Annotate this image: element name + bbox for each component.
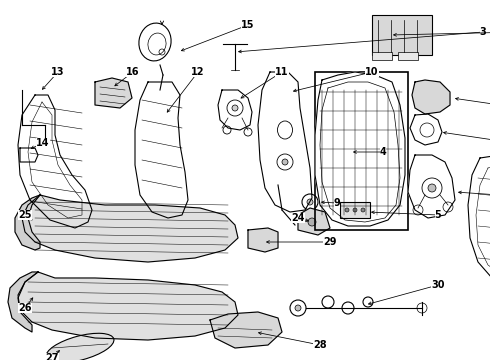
Circle shape [428, 184, 436, 192]
Polygon shape [20, 148, 38, 162]
Text: 16: 16 [126, 67, 140, 77]
Text: 3: 3 [480, 27, 487, 37]
Bar [372, 15, 432, 55]
Circle shape [353, 208, 357, 212]
Circle shape [295, 305, 301, 311]
Text: 29: 29 [323, 237, 337, 247]
Polygon shape [218, 90, 252, 130]
Circle shape [232, 105, 238, 111]
Circle shape [308, 218, 316, 226]
Bar [398, 52, 418, 60]
Polygon shape [412, 80, 450, 114]
Text: 14: 14 [36, 138, 50, 148]
Text: 9: 9 [334, 198, 341, 208]
Text: 25: 25 [18, 210, 32, 220]
Polygon shape [298, 208, 330, 235]
Text: 12: 12 [191, 67, 205, 77]
Ellipse shape [139, 23, 171, 61]
Polygon shape [95, 78, 132, 108]
Polygon shape [468, 155, 490, 285]
Text: 30: 30 [431, 280, 445, 290]
Polygon shape [210, 312, 282, 348]
Text: 5: 5 [435, 210, 441, 220]
Polygon shape [315, 72, 405, 226]
Polygon shape [22, 195, 238, 262]
Polygon shape [18, 95, 92, 228]
Bar [372, 52, 392, 60]
Circle shape [282, 159, 288, 165]
Polygon shape [408, 155, 455, 218]
Polygon shape [258, 72, 312, 212]
Circle shape [361, 208, 365, 212]
Text: 28: 28 [313, 340, 327, 350]
Text: 13: 13 [51, 67, 65, 77]
Text: 24: 24 [291, 213, 305, 223]
Polygon shape [8, 272, 38, 332]
Polygon shape [248, 228, 278, 252]
Circle shape [307, 199, 313, 205]
Text: 10: 10 [365, 67, 379, 77]
Text: 4: 4 [380, 147, 387, 157]
Text: 11: 11 [275, 67, 289, 77]
Polygon shape [18, 272, 238, 340]
Text: 27: 27 [45, 353, 59, 360]
Polygon shape [410, 114, 442, 145]
Ellipse shape [46, 333, 114, 360]
Polygon shape [135, 82, 188, 218]
Text: 26: 26 [18, 303, 32, 313]
Text: 15: 15 [241, 20, 255, 30]
Circle shape [345, 208, 349, 212]
Bar [340, 202, 370, 218]
Polygon shape [15, 195, 40, 250]
Bar [315, 72, 408, 230]
